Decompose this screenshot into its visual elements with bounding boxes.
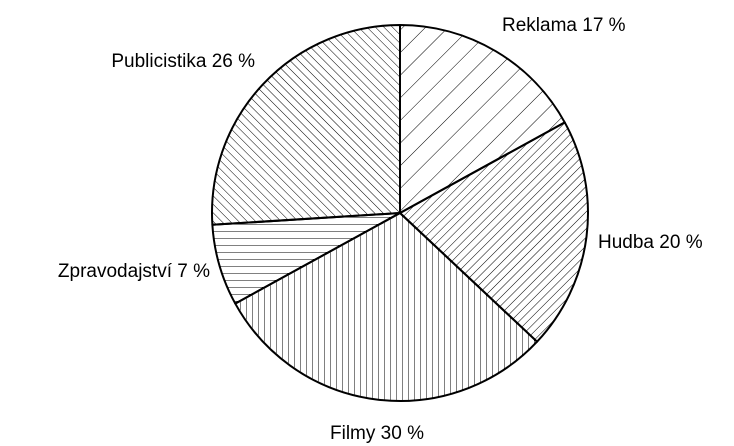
slice-label: Filmy 30 % bbox=[330, 423, 424, 444]
slice-value-label: 20 % bbox=[659, 232, 702, 253]
pie-slice bbox=[211, 24, 401, 226]
slice-category: Reklama bbox=[502, 15, 577, 36]
pie-slice bbox=[399, 24, 566, 214]
slice-value-label: 26 % bbox=[212, 51, 255, 72]
slice-category: Hudba bbox=[598, 232, 654, 253]
slice-category: Zpravodajství bbox=[58, 261, 173, 282]
slice-label: Zpravodajství 7 % bbox=[58, 261, 210, 282]
pie-slice bbox=[399, 121, 589, 343]
slice-label: Publicistika 26 % bbox=[111, 51, 255, 72]
slice-label: Reklama 17 % bbox=[502, 15, 626, 36]
slice-label: Hudba 20 % bbox=[598, 232, 703, 253]
slice-category: Publicistika bbox=[111, 51, 206, 72]
slice-value-label: 7 % bbox=[177, 261, 210, 282]
slice-value-label: 17 % bbox=[582, 15, 625, 36]
slice-category: Filmy bbox=[330, 423, 376, 444]
pie-slice bbox=[234, 212, 539, 402]
slice-value-label: 30 % bbox=[381, 423, 424, 444]
